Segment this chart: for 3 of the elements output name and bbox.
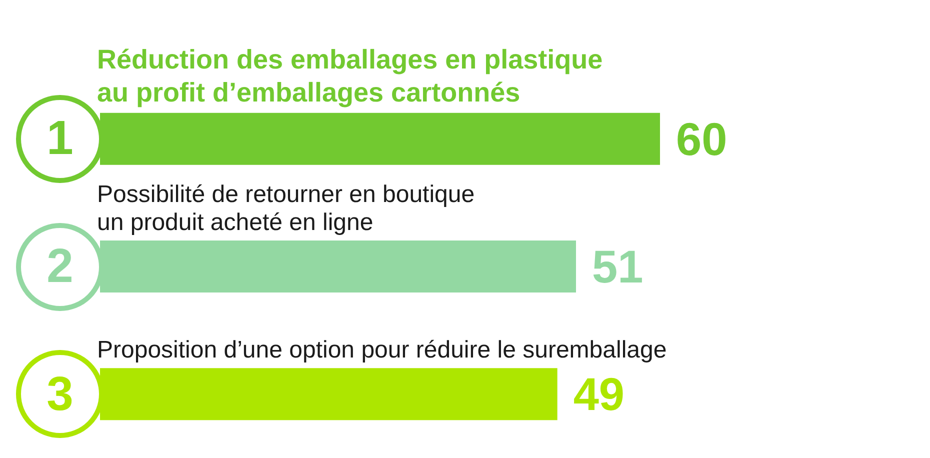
data-label: 49 bbox=[573, 368, 625, 420]
data-label: 51 bbox=[592, 240, 644, 292]
data-label: 60 bbox=[676, 112, 728, 165]
